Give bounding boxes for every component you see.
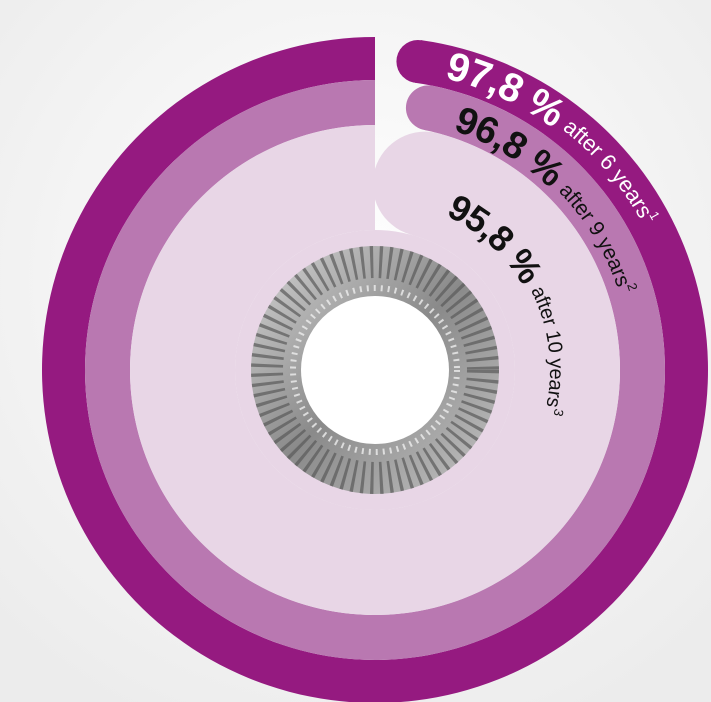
footnote-mark: 2 — [624, 281, 640, 292]
washer-hole — [301, 296, 449, 444]
footnote-mark: 3 — [551, 407, 567, 417]
radial-bar — [129, 125, 621, 615]
radial-bar-cap — [405, 85, 451, 131]
radial-bar-cap — [372, 131, 478, 237]
washer-teeth — [251, 246, 499, 494]
washer-teeth-inner — [290, 285, 460, 455]
washer-image — [251, 246, 499, 494]
radial-bar-cap — [396, 39, 440, 83]
